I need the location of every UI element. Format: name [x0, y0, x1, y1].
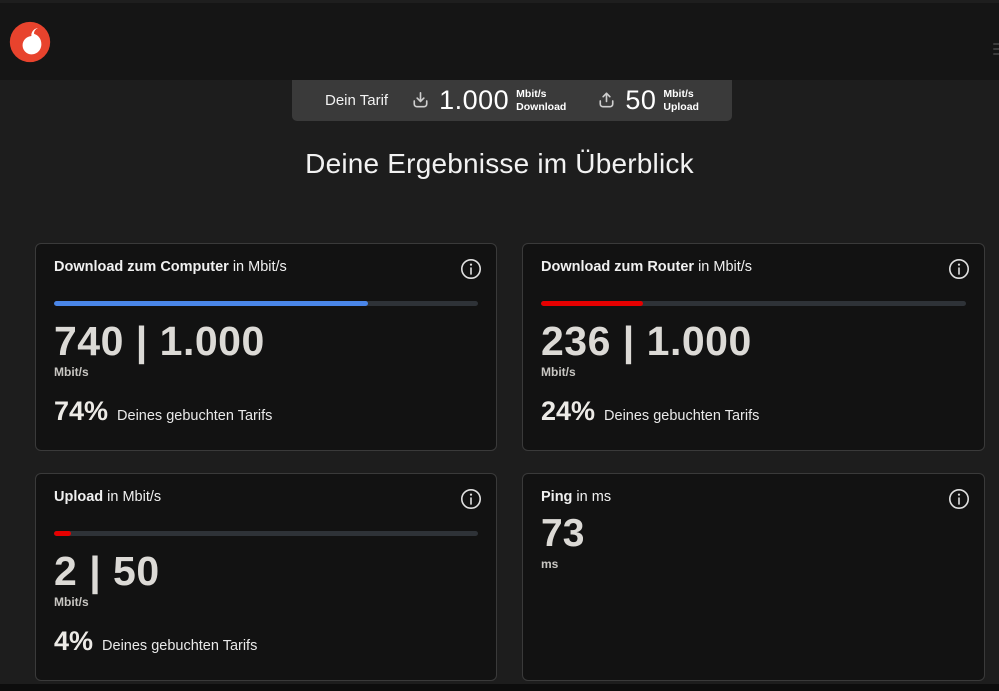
card-download-computer: Download zum Computer in Mbit/s 740 | 1.0… — [35, 243, 497, 451]
tariff-download-unit: Mbit/s — [516, 88, 547, 101]
speed-unit: Mbit/s — [54, 365, 89, 379]
vodafone-logo-icon[interactable] — [8, 20, 52, 64]
progress-fill — [54, 531, 71, 536]
card-title: Upload in Mbit/s — [54, 489, 478, 505]
info-icon[interactable] — [459, 257, 483, 281]
card-title-bold: Upload — [54, 489, 104, 505]
progress-track — [54, 531, 478, 536]
download-icon — [413, 92, 428, 108]
percent-row: 74% Deines gebuchten Tarifs — [54, 396, 478, 427]
card-title-suffix: in Mbit/s — [698, 259, 753, 275]
ping-unit: ms — [541, 557, 559, 571]
tariff-download-direction: Download — [516, 100, 567, 113]
bottom-strip — [0, 684, 999, 691]
progress-track — [54, 301, 478, 306]
percent-label: Deines gebuchten Tarifs — [604, 408, 760, 424]
card-title-bold: Ping — [541, 489, 573, 505]
tariff-upload-unit-block: Mbit/s Upload — [663, 88, 699, 112]
card-upload: Upload in Mbit/s 2 | 50 Mbit/s 4% Deines … — [35, 473, 497, 681]
percent-label: Deines gebuchten Tarifs — [117, 408, 273, 424]
info-icon[interactable] — [947, 487, 971, 511]
tariff-download-value: 1.000 — [439, 85, 510, 115]
speed-unit: Mbit/s — [54, 595, 89, 609]
percent-value: 4% — [54, 626, 94, 656]
card-ping: Ping in ms 73 ms — [522, 473, 985, 681]
percent-label: Deines gebuchten Tarifs — [102, 638, 258, 654]
card-title: Download zum Computer in Mbit/s — [54, 259, 478, 275]
upload-icon — [599, 92, 614, 108]
info-icon[interactable] — [459, 487, 483, 511]
tariff-upload-value: 50 — [625, 85, 657, 115]
progress-fill — [541, 301, 643, 306]
percent-row: 4% Deines gebuchten Tarifs — [54, 626, 478, 657]
info-icon[interactable] — [947, 257, 971, 281]
card-title: Download zum Router in Mbit/s — [541, 259, 966, 275]
results-grid: Download zum Computer in Mbit/s 740 | 1.0… — [35, 243, 999, 681]
menu-icon[interactable] — [993, 43, 999, 58]
speed-value: 236 | 1.000 — [541, 318, 752, 364]
speed-value: 2 | 50 — [54, 548, 160, 594]
progress-fill — [54, 301, 368, 306]
percent-value: 24% — [541, 396, 596, 426]
card-title-suffix: in Mbit/s — [107, 489, 162, 505]
progress-track — [541, 301, 966, 306]
card-title-bold: Download zum Computer — [54, 259, 229, 275]
card-title-suffix: in ms — [576, 489, 612, 505]
card-title: Ping in ms — [541, 489, 966, 505]
tariff-bar: Dein Tarif 1.000 Mbit/s Download 50 Mbit… — [292, 80, 732, 121]
percent-value: 74% — [54, 396, 109, 426]
tariff-download-unit-block: Mbit/s Download — [516, 88, 566, 112]
card-title-suffix: in Mbit/s — [232, 259, 287, 275]
top-header — [0, 0, 999, 80]
tariff-upload-direction: Upload — [663, 100, 699, 113]
tariff-upload-unit: Mbit/s — [663, 88, 694, 101]
tariff-label: Dein Tarif — [325, 92, 389, 109]
card-title-bold: Download zum Router — [541, 259, 695, 275]
percent-row: 24% Deines gebuchten Tarifs — [541, 396, 966, 427]
speed-unit: Mbit/s — [541, 365, 576, 379]
speed-value: 740 | 1.000 — [54, 318, 265, 364]
card-download-router: Download zum Router in Mbit/s 236 | 1.000… — [522, 243, 985, 451]
page-title: Deine Ergebnisse im Überblick — [305, 148, 694, 179]
ping-value: 73 — [541, 512, 585, 555]
